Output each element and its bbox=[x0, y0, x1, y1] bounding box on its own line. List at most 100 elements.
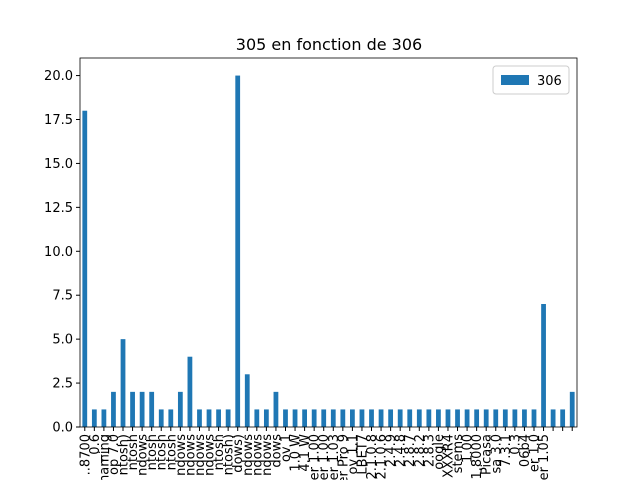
x-tick-label: ndows bbox=[260, 434, 275, 476]
bar bbox=[263, 409, 269, 427]
bar bbox=[283, 409, 288, 427]
x-tick-label: ntosh bbox=[155, 434, 170, 470]
y-tick-label: 15.0 bbox=[44, 157, 73, 172]
bar bbox=[101, 409, 107, 427]
legend-swatch bbox=[501, 75, 529, 85]
x-tick-label: er 1.0 bbox=[527, 434, 542, 472]
x-tick-label: ov 1.1 bbox=[346, 434, 361, 474]
x-tick-label: sa 3.0 bbox=[489, 434, 504, 474]
x-tick-label: XXXR4 bbox=[441, 434, 456, 478]
x-tick-label: ntosh) bbox=[117, 434, 132, 475]
bar bbox=[91, 409, 97, 427]
bar bbox=[569, 391, 575, 427]
bar bbox=[397, 409, 403, 427]
axes-frame bbox=[79, 57, 578, 428]
bar bbox=[407, 409, 413, 427]
bar bbox=[149, 391, 155, 427]
bar bbox=[474, 409, 480, 427]
x-tick-label: 2.8.3 bbox=[422, 434, 437, 467]
bar bbox=[560, 409, 566, 427]
bar bbox=[340, 409, 346, 427]
bar bbox=[445, 409, 451, 427]
x-tick-label: 2.8.7 bbox=[403, 434, 418, 467]
x-tick-label: LBET7 bbox=[355, 434, 370, 475]
bar bbox=[455, 409, 460, 427]
bar bbox=[120, 339, 126, 427]
bar bbox=[436, 409, 441, 427]
x-tick-label: op 7.0 bbox=[107, 434, 122, 475]
bar bbox=[139, 391, 145, 427]
y-tick-label: 7.5 bbox=[52, 289, 73, 304]
bar bbox=[350, 409, 355, 427]
x-tick-label: ntosh bbox=[164, 434, 179, 470]
bar bbox=[426, 409, 432, 427]
x-tick-label: 4.1 W bbox=[298, 434, 313, 472]
bar bbox=[235, 75, 241, 428]
x-tick-label: ndows bbox=[193, 434, 208, 476]
bar bbox=[330, 409, 336, 427]
x-tick-label: ndows bbox=[136, 434, 151, 476]
bar bbox=[512, 409, 518, 427]
y-tick-label: 10.0 bbox=[44, 245, 73, 260]
bar bbox=[359, 409, 365, 427]
x-tick-label: er 1.00 bbox=[308, 434, 323, 480]
bar bbox=[502, 409, 508, 427]
x-tick-label: _0.6 bbox=[88, 434, 103, 462]
bar bbox=[82, 110, 88, 427]
x-tick-label: er 1.05 bbox=[537, 434, 552, 480]
x-tick-label: er 1.03 bbox=[327, 434, 342, 480]
x-tick-label: ntosh bbox=[212, 434, 227, 470]
x-tick-label: stems bbox=[451, 434, 466, 474]
bar bbox=[321, 409, 327, 427]
x-tick-label: ntosh bbox=[145, 434, 160, 470]
bar bbox=[292, 409, 298, 427]
legend-box bbox=[492, 65, 570, 95]
bar bbox=[168, 409, 174, 427]
bar bbox=[225, 409, 231, 427]
bar bbox=[483, 409, 489, 427]
y-tick-label: 12.5 bbox=[44, 201, 73, 216]
x-tick-label: 1.8000 bbox=[470, 434, 485, 480]
y-tick-label: 0.0 bbox=[52, 421, 73, 436]
x-tick-label: ndows bbox=[183, 434, 198, 476]
y-tick-label: 2.5 bbox=[52, 377, 73, 392]
x-tick-label: ..8700 bbox=[78, 434, 93, 475]
x-tick-label: ndows bbox=[241, 434, 256, 476]
x-tick-label: ndows bbox=[250, 434, 265, 476]
x-tick-label: 2.4.8 bbox=[394, 434, 409, 467]
bar bbox=[130, 391, 135, 427]
x-tick-label: 1.0 W bbox=[289, 434, 304, 472]
x-tick-label: 7.3.1 bbox=[499, 434, 514, 467]
bar bbox=[550, 409, 556, 427]
y-tick-label: 17.5 bbox=[44, 113, 73, 128]
x-tick-label: 0.3 bbox=[508, 434, 523, 455]
x-tick-label: ntosh) bbox=[222, 434, 237, 475]
x-tick-label: ndows bbox=[174, 434, 189, 476]
x-tick-label: ov 1 bbox=[279, 434, 294, 462]
x-tick-label: 2.1.0.6 bbox=[375, 434, 390, 479]
bar bbox=[531, 409, 537, 427]
x-tick-label: ntosh bbox=[126, 434, 141, 470]
bar bbox=[177, 391, 183, 427]
bar bbox=[541, 304, 546, 427]
bar bbox=[197, 409, 202, 427]
bar bbox=[244, 374, 250, 427]
bar bbox=[311, 409, 317, 427]
y-tick-label: 5.0 bbox=[52, 333, 73, 348]
bar bbox=[493, 409, 499, 427]
bar bbox=[416, 409, 422, 427]
x-tick-label: naming bbox=[97, 434, 112, 480]
x-tick-label: ndows bbox=[203, 434, 218, 476]
bar bbox=[216, 409, 221, 427]
x-tick-label: dows bbox=[269, 434, 284, 468]
x-tick-label: Picasa bbox=[480, 434, 495, 475]
x-tick-label: 06b4 bbox=[518, 434, 533, 467]
x-tick-label: 2.4.9 bbox=[384, 434, 399, 467]
bar bbox=[254, 409, 260, 427]
bar bbox=[464, 409, 470, 427]
x-tick-label: oogle bbox=[432, 434, 447, 470]
bar bbox=[111, 391, 116, 427]
bar bbox=[206, 409, 212, 427]
x-tick-label: dows) bbox=[231, 434, 246, 473]
